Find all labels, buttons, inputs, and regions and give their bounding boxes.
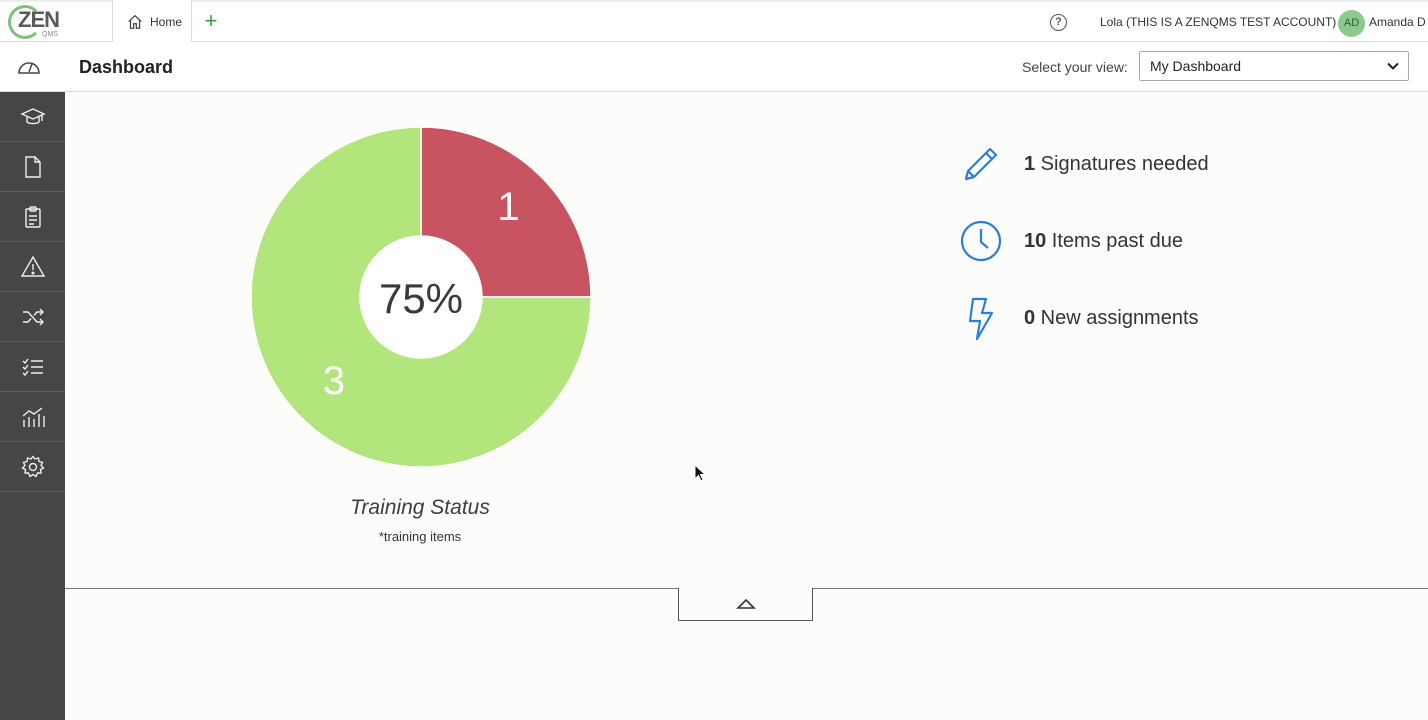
gear-icon	[20, 454, 45, 478]
page-title: Dashboard	[79, 57, 174, 77]
chart-center-percent: 75%	[378, 275, 464, 322]
chart-subtitle: *training items	[378, 529, 462, 544]
sidebar-item-tasks[interactable]	[0, 192, 65, 242]
logo-text: ZEN	[18, 7, 60, 32]
sidebar-item-training[interactable]	[0, 92, 65, 142]
tab-home[interactable]: Home	[112, 0, 192, 44]
sidebar-item-settings[interactable]	[0, 442, 65, 492]
avatar[interactable]: AD	[1338, 10, 1365, 37]
document-icon	[24, 155, 41, 178]
graduation-cap-icon	[19, 107, 46, 124]
pencil-icon	[964, 147, 998, 181]
sidebar-item-documents[interactable]	[0, 142, 65, 192]
account-name[interactable]: Lola (THIS IS A ZENQMS TEST ACCOUNT)	[1100, 15, 1337, 29]
chevron-down-icon	[1387, 62, 1399, 70]
chevron-up-icon	[736, 598, 756, 609]
page-header: Dashboard Select your view: My Dashboard	[0, 42, 1428, 92]
stat-text: 0 New assignments	[1024, 307, 1199, 330]
chart-title: Training Status	[350, 496, 490, 519]
training-status-chart[interactable]	[250, 126, 592, 468]
top-bar: ZEN QMS Home + ? Lola (THIS IS A ZENQMS …	[0, 0, 1428, 44]
sidebar-item-change[interactable]	[0, 292, 65, 342]
stat-count: 10	[1024, 229, 1047, 252]
dashboard-main: 1 3 75% Training Status *training items …	[65, 92, 1428, 720]
sidebar-item-reports[interactable]	[0, 392, 65, 442]
home-icon	[128, 14, 142, 29]
dashboard-gauge-icon	[18, 62, 40, 74]
slice-label-incomplete: 1	[497, 184, 520, 229]
stat-text: 10 Items past due	[1024, 230, 1183, 253]
logo-subtext: QMS	[42, 31, 58, 38]
stat-label: New assignments	[1035, 306, 1199, 329]
view-select-label: Select your view:	[1022, 59, 1128, 75]
stat-count: 1	[1024, 152, 1036, 175]
lightning-icon	[968, 297, 994, 341]
stat-label: Signatures needed	[1035, 152, 1209, 175]
stat-label: Items past due	[1046, 229, 1183, 252]
plus-icon[interactable]: +	[204, 8, 218, 33]
analytics-icon	[22, 406, 45, 427]
shuffle-icon	[22, 308, 44, 325]
sidebar-item-checklists[interactable]	[0, 342, 65, 392]
mouse-cursor	[694, 464, 706, 482]
stat-signatures[interactable]: 1 Signatures needed	[958, 139, 1209, 189]
help-circle-icon[interactable]: ?	[1050, 14, 1067, 31]
sidebar	[0, 92, 65, 720]
stat-past-due[interactable]: 10 Items past due	[958, 216, 1183, 266]
zenqms-logo[interactable]: ZEN QMS	[6, 4, 62, 42]
clock-icon	[960, 220, 1002, 262]
warning-icon	[20, 255, 45, 277]
stat-count: 0	[1024, 306, 1036, 329]
stat-new-assignments[interactable]: 0 New assignments	[958, 293, 1199, 343]
checklist-icon	[22, 358, 43, 376]
slice-label-complete: 3	[322, 359, 345, 404]
stat-text: 1 Signatures needed	[1024, 153, 1209, 176]
tab-home-label: Home	[150, 15, 183, 29]
donut-hole	[360, 236, 482, 358]
collapse-panel-button[interactable]	[678, 588, 813, 621]
clipboard-icon	[24, 205, 41, 228]
user-name[interactable]: Amanda D	[1369, 15, 1426, 29]
sidebar-item-issues[interactable]	[0, 242, 65, 292]
view-select-value: My Dashboard	[1150, 58, 1242, 74]
view-select[interactable]: My Dashboard	[1139, 51, 1409, 81]
logo-ring	[8, 5, 42, 39]
